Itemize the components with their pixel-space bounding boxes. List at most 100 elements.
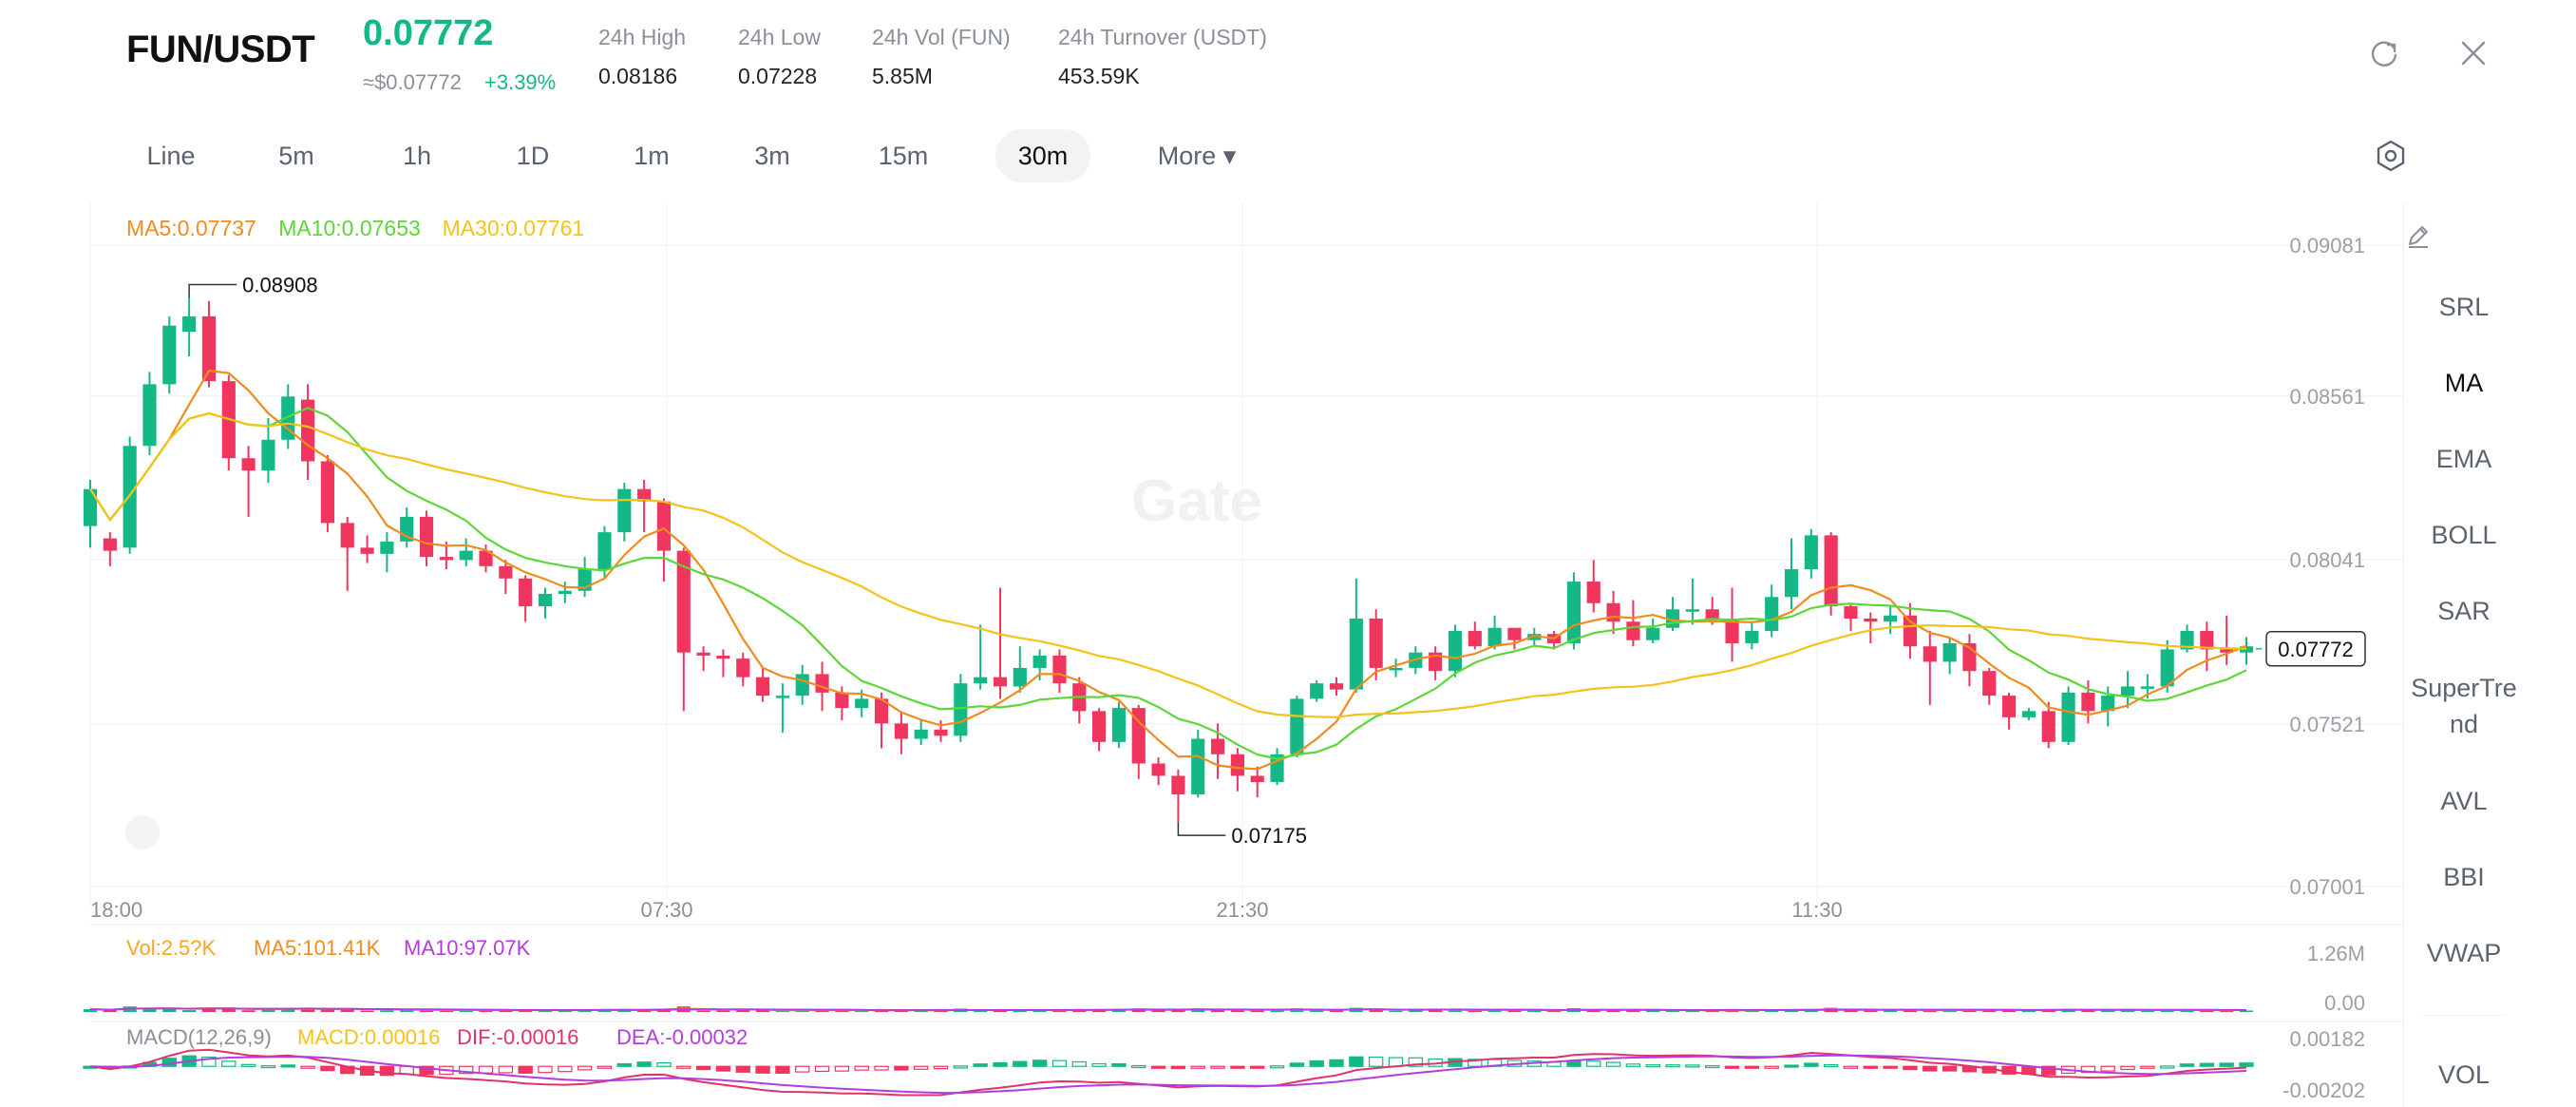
indicator-boll[interactable]: BOLL bbox=[2431, 521, 2497, 549]
candle-body bbox=[1270, 754, 1284, 782]
candle-body bbox=[439, 557, 453, 561]
candle-body bbox=[2220, 649, 2234, 653]
tab-15m[interactable]: 15m bbox=[878, 142, 929, 170]
macd-legend-item: DEA:-0.00032 bbox=[616, 1025, 748, 1049]
tab-5m[interactable]: 5m bbox=[278, 142, 314, 170]
macd-legend-item: MACD(12,26,9) bbox=[126, 1025, 272, 1049]
indicator-vwap[interactable]: VWAP bbox=[2426, 939, 2502, 967]
stat-24h-low: 24h Low 0.07228 bbox=[738, 25, 821, 89]
indicator-sar[interactable]: SAR bbox=[2437, 597, 2491, 625]
candle-body bbox=[1052, 655, 1067, 684]
macd-histogram-bar bbox=[1150, 1065, 1166, 1069]
high-marker-label: 0.08908 bbox=[242, 273, 318, 296]
candle-body bbox=[1507, 627, 1522, 640]
stat-label: 24h Vol (FUN) bbox=[872, 25, 1011, 49]
pencil-icon[interactable] bbox=[2404, 221, 2524, 250]
volume-bar bbox=[1270, 1009, 1284, 1012]
refresh-icon[interactable] bbox=[2367, 36, 2401, 70]
tab-1d[interactable]: 1D bbox=[516, 142, 550, 170]
kline-chart[interactable]: Gate 0.09081 0.08561 0.08041 0.07521 0.07001 1… bbox=[0, 202, 2576, 1107]
candle-body bbox=[775, 696, 789, 698]
tab-30m[interactable]: 30m bbox=[995, 129, 1090, 182]
close-icon[interactable] bbox=[2456, 36, 2491, 70]
pair-name: FUN/USDT bbox=[126, 29, 315, 70]
candle-body bbox=[993, 677, 1008, 687]
candle-body bbox=[340, 523, 354, 548]
indicator-ma[interactable]: MA bbox=[2444, 369, 2484, 397]
last-price-badge bbox=[2265, 631, 2366, 667]
macd-histogram-bar bbox=[755, 1065, 770, 1074]
volume-bar bbox=[1685, 1010, 1699, 1012]
indicator-supertrend[interactable]: SuperTre nd bbox=[2411, 674, 2517, 738]
macd-histogram-bar bbox=[280, 1064, 295, 1068]
tab-line[interactable]: Line bbox=[146, 142, 196, 170]
candle-body bbox=[795, 674, 809, 697]
candle-body bbox=[142, 384, 157, 447]
macd-histogram-bar bbox=[1804, 1062, 1819, 1067]
macd-histogram-bar bbox=[240, 1063, 256, 1067]
ma30-line bbox=[89, 411, 2247, 718]
macd-histogram-bar bbox=[715, 1065, 731, 1072]
candle-body bbox=[1844, 606, 1858, 619]
macd-histogram-bar bbox=[676, 1065, 691, 1069]
volume-bar bbox=[1606, 1009, 1620, 1012]
stat-24h-high: 24h High 0.08186 bbox=[598, 25, 686, 89]
candle-body bbox=[1151, 763, 1165, 776]
macd-dif-line bbox=[89, 1048, 2247, 1097]
volume-bar bbox=[103, 1010, 117, 1012]
volume-bar bbox=[2120, 1010, 2135, 1012]
macd-histogram-bar bbox=[1705, 1064, 1720, 1069]
macd-histogram-bar bbox=[1091, 1062, 1107, 1067]
stat-label: 24h Low bbox=[738, 25, 821, 49]
stat-value: 453.59K bbox=[1058, 64, 1140, 88]
candle-body bbox=[83, 488, 98, 526]
candle-body bbox=[1923, 646, 1937, 662]
candle-body bbox=[617, 488, 632, 533]
tab-1m[interactable]: 1m bbox=[634, 142, 670, 170]
candle-body bbox=[2081, 692, 2095, 712]
volume-bar bbox=[1646, 1010, 1660, 1012]
candle-body bbox=[835, 692, 849, 709]
indicator-ema[interactable]: EMA bbox=[2435, 445, 2492, 473]
stat-label: 24h High bbox=[598, 25, 687, 49]
volume-bar bbox=[2239, 1010, 2254, 1012]
macd-histogram-bar bbox=[419, 1065, 434, 1076]
tab-3m[interactable]: 3m bbox=[754, 142, 790, 170]
tab-1h[interactable]: 1h bbox=[402, 142, 432, 170]
candle-body bbox=[1586, 582, 1601, 603]
candle-body bbox=[360, 547, 374, 554]
macd-histogram-bar bbox=[2120, 1065, 2135, 1071]
last-price-badge-label: 0.07772 bbox=[2278, 638, 2354, 661]
volume-bar bbox=[400, 1009, 414, 1012]
kline-svg[interactable]: Gate 0.09081 0.08561 0.08041 0.07521 0.07001 1… bbox=[0, 202, 2403, 1107]
volume-bar bbox=[1982, 1009, 1997, 1012]
macd-histogram-bar bbox=[933, 1065, 949, 1070]
macd-histogram-bar bbox=[2100, 1065, 2115, 1072]
indicator-srl[interactable]: SRL bbox=[2438, 293, 2490, 321]
vol-legend-item: MA5:101.41K bbox=[254, 936, 381, 960]
macd-histogram-bar bbox=[1625, 1063, 1641, 1067]
volume-bar bbox=[1151, 1010, 1165, 1012]
candle-body bbox=[1013, 667, 1027, 687]
candle-body bbox=[2041, 711, 2055, 742]
volume-bar bbox=[499, 1010, 513, 1012]
indicator-avl[interactable]: AVL bbox=[2440, 787, 2488, 815]
volume-bar bbox=[301, 1007, 315, 1012]
indicator-bbi[interactable]: BBI bbox=[2443, 863, 2485, 891]
candle-body bbox=[1310, 683, 1324, 699]
macd-histogram-bar bbox=[221, 1060, 237, 1067]
settings-hexagon-icon[interactable] bbox=[2372, 137, 2410, 175]
tab-more[interactable]: More ▾ bbox=[1157, 142, 1237, 170]
macd-histogram-bar bbox=[854, 1065, 869, 1071]
candle-body bbox=[320, 461, 334, 524]
candle-body bbox=[1804, 535, 1818, 570]
indicator-vol[interactable]: VOL bbox=[2437, 1060, 2491, 1089]
macd-histogram-bar bbox=[1843, 1065, 1859, 1069]
high-marker-line bbox=[188, 283, 237, 298]
volume-bar bbox=[558, 1010, 572, 1012]
candle-body bbox=[301, 399, 315, 462]
macd-histogram-bar bbox=[1645, 1064, 1660, 1068]
candle-body bbox=[261, 439, 275, 471]
candle-body bbox=[597, 532, 612, 570]
macd-histogram-bar bbox=[1190, 1065, 1205, 1069]
